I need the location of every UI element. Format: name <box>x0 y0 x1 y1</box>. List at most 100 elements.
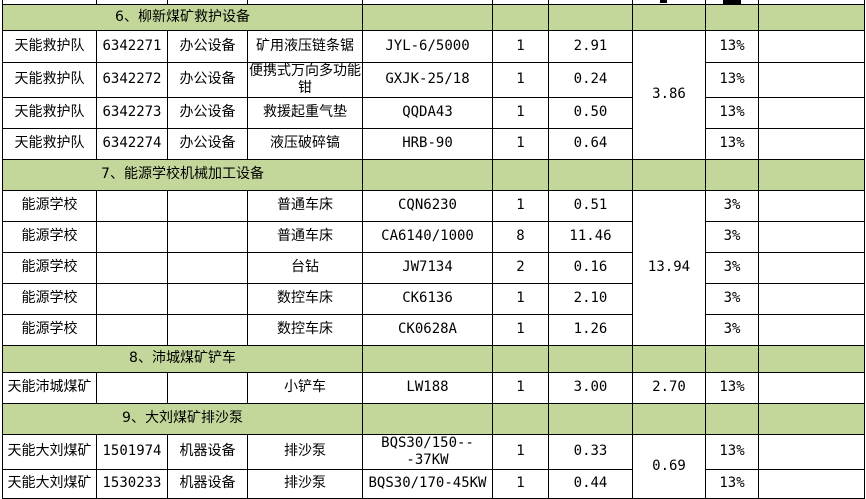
cell-category[interactable] <box>167 282 248 315</box>
cell-unit[interactable]: 能源学校 <box>2 251 97 284</box>
cell-unit[interactable]: 天能救护队 <box>2 61 97 98</box>
cell-category[interactable]: 机器设备 <box>167 433 248 470</box>
cell-code[interactable]: 6342272 <box>96 61 168 98</box>
section-title[interactable]: 8、沛城煤矿铲车 <box>2 344 363 373</box>
cell-name[interactable]: 普通车床 <box>247 189 363 222</box>
cell-model[interactable]: JW7134 <box>362 251 493 284</box>
cell-model[interactable]: CA6140/1000 <box>362 220 493 253</box>
cell-category[interactable]: 办公设备 <box>167 96 248 129</box>
cell-value[interactable]: 0.50 <box>548 96 633 129</box>
section-fill-cell[interactable] <box>492 3 549 31</box>
cell-blank[interactable] <box>758 127 865 160</box>
cell-tax[interactable]: 3% <box>705 282 759 315</box>
cell-code[interactable] <box>96 220 168 253</box>
cell-value[interactable]: 11.46 <box>548 220 633 253</box>
cell-blank[interactable] <box>758 433 865 470</box>
cell-category[interactable] <box>167 251 248 284</box>
cell-unit[interactable]: 天能救护队 <box>2 29 97 63</box>
section-title[interactable]: 6、柳新煤矿救护设备 <box>2 3 363 31</box>
section-fill-cell[interactable] <box>492 402 549 435</box>
cell-qty[interactable]: 8 <box>492 220 549 253</box>
cell-name[interactable]: 排沙泵 <box>247 433 363 470</box>
cell-name[interactable]: 矿用液压链条锯 <box>247 29 363 63</box>
cell-qty[interactable]: 1 <box>492 282 549 315</box>
cell-model[interactable]: CK0628A <box>362 313 493 346</box>
cell-tax[interactable]: 13% <box>705 433 759 470</box>
cell-category[interactable] <box>167 220 248 253</box>
cell-value[interactable]: 2.91 <box>548 29 633 63</box>
cell-blank[interactable] <box>758 282 865 315</box>
cell-model[interactable]: BQS30/170-45KW <box>362 468 493 499</box>
cell-value[interactable]: 0.16 <box>548 251 633 284</box>
cell-blank[interactable] <box>758 371 865 404</box>
cell-blank[interactable] <box>758 96 865 129</box>
cell-blank[interactable] <box>758 468 865 499</box>
cell-name[interactable]: 普通车床 <box>247 220 363 253</box>
cell-name[interactable]: 台钻 <box>247 251 363 284</box>
section-fill-cell[interactable] <box>758 3 865 31</box>
cell-blank[interactable] <box>758 189 865 222</box>
cell-qty[interactable]: 1 <box>492 313 549 346</box>
cell-tax[interactable]: 13% <box>705 96 759 129</box>
section-fill-cell[interactable] <box>632 158 706 191</box>
cell-name[interactable]: 数控车床 <box>247 313 363 346</box>
cell-name[interactable]: 数控车床 <box>247 282 363 315</box>
section-fill-cell[interactable] <box>548 3 633 31</box>
section-fill-cell[interactable] <box>705 402 759 435</box>
cell-qty[interactable]: 1 <box>492 433 549 470</box>
section-fill-cell[interactable] <box>632 3 706 31</box>
cell-unit[interactable]: 天能沛城煤矿 <box>2 371 97 404</box>
section-fill-cell[interactable] <box>705 158 759 191</box>
section-fill-cell[interactable] <box>492 344 549 373</box>
cell-blank[interactable] <box>758 220 865 253</box>
cell-subtotal[interactable]: 2.70 <box>632 371 706 404</box>
section-fill-cell[interactable] <box>705 344 759 373</box>
section-title[interactable]: 9、大刘煤矿排沙泵 <box>2 402 363 435</box>
cell-name[interactable]: 排沙泵 <box>247 468 363 499</box>
cell-tax[interactable]: 13% <box>705 127 759 160</box>
cell-tax[interactable]: 13% <box>705 371 759 404</box>
cell-name[interactable]: 救援起重气垫 <box>247 96 363 129</box>
cell-code[interactable] <box>96 282 168 315</box>
cell-category[interactable] <box>167 371 248 404</box>
cell-tax[interactable]: 13% <box>705 61 759 98</box>
cell-unit[interactable]: 能源学校 <box>2 282 97 315</box>
section-fill-cell[interactable] <box>548 158 633 191</box>
cell-name[interactable]: 小铲车 <box>247 371 363 404</box>
cell-code[interactable]: 6342274 <box>96 127 168 160</box>
cell-unit[interactable]: 天能救护队 <box>2 127 97 160</box>
cell-tax[interactable]: 3% <box>705 313 759 346</box>
cell-qty[interactable]: 1 <box>492 29 549 63</box>
cell-value[interactable]: 0.33 <box>548 433 633 470</box>
cell-qty[interactable]: 1 <box>492 189 549 222</box>
cell-code[interactable]: 6342273 <box>96 96 168 129</box>
cell-unit[interactable]: 天能大刘煤矿 <box>2 468 97 499</box>
cell-unit[interactable]: 天能大刘煤矿 <box>2 433 97 470</box>
section-fill-cell[interactable] <box>758 158 865 191</box>
section-fill-cell[interactable] <box>632 344 706 373</box>
section-fill-cell[interactable] <box>362 344 493 373</box>
cell-value[interactable]: 0.51 <box>548 189 633 222</box>
cell-category[interactable]: 机器设备 <box>167 468 248 499</box>
cell-category[interactable]: 办公设备 <box>167 61 248 98</box>
section-fill-cell[interactable] <box>758 402 865 435</box>
cell-name[interactable]: 便携式万向多功能钳 <box>247 61 363 98</box>
cell-code[interactable] <box>96 251 168 284</box>
cell-model[interactable]: CQN6230 <box>362 189 493 222</box>
cell-qty[interactable]: 1 <box>492 127 549 160</box>
cell-subtotal[interactable]: 13.94 <box>632 189 706 346</box>
cell-qty[interactable]: 1 <box>492 61 549 98</box>
section-fill-cell[interactable] <box>705 3 759 31</box>
cell-tax[interactable]: 3% <box>705 251 759 284</box>
cell-blank[interactable] <box>758 29 865 63</box>
cell-qty[interactable]: 1 <box>492 96 549 129</box>
cell-category[interactable]: 办公设备 <box>167 29 248 63</box>
cell-model[interactable]: BQS30/150---37KW <box>362 433 493 470</box>
section-fill-cell[interactable] <box>632 402 706 435</box>
cell-unit[interactable]: 能源学校 <box>2 189 97 222</box>
cell-model[interactable]: LW188 <box>362 371 493 404</box>
section-fill-cell[interactable] <box>758 344 865 373</box>
cell-subtotal[interactable]: 3.86 <box>632 29 706 160</box>
cell-model[interactable]: CK6136 <box>362 282 493 315</box>
cell-model[interactable]: GXJK-25/18 <box>362 61 493 98</box>
